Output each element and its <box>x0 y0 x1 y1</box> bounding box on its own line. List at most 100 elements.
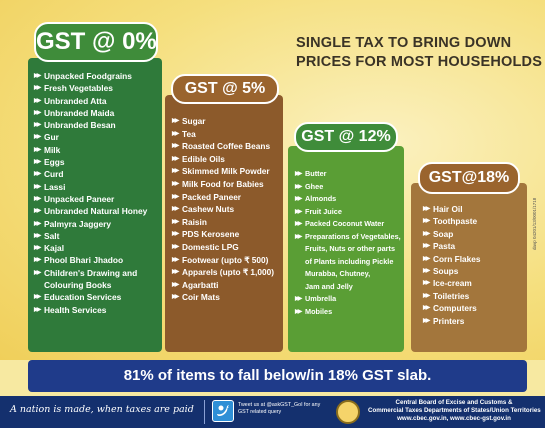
item-label: Butter <box>305 169 327 178</box>
item-label: Fruit Juice <box>305 206 342 216</box>
item-label: Raisin <box>182 216 207 227</box>
slab-0-item: ▶▶ Unpacked Paneer <box>34 193 147 205</box>
bullet-icon: ▶▶ <box>295 196 302 202</box>
slab-2-item: ▶▶ Mobiles <box>295 306 401 319</box>
slab-0-item: ▶▶ Salt <box>34 230 147 242</box>
cbec-emblem-icon <box>336 400 360 424</box>
item-label: Palmyra Jaggery <box>44 218 112 229</box>
bullet-icon: ▶▶ <box>172 206 179 213</box>
slab-0-item: ▶▶ Unbranded Atta <box>34 95 147 107</box>
item-label: Jam and Jelly <box>305 281 353 291</box>
headline-line-1: SINGLE TAX TO BRING DOWN <box>296 35 512 51</box>
item-label: Tea <box>182 128 196 139</box>
slab-3-item: ▶▶ Soap <box>423 228 481 240</box>
slab-0-item: ▶▶ Phool Bhari Jhadoo <box>34 254 147 266</box>
slab-2-label: GST @ 12% <box>294 122 398 152</box>
slab-0-item: ▶▶ Unbranded Natural Honey <box>34 205 147 217</box>
item-label: Unpacked Foodgrains <box>44 71 132 81</box>
slab-2-item: ▶▶Jam and Jelly <box>295 281 401 294</box>
item-label: Almonds <box>305 194 337 203</box>
bullet-icon: ▶▶ <box>295 171 302 177</box>
bullet-icon: ▶▶ <box>423 280 430 287</box>
item-label: Toothpaste <box>433 216 478 227</box>
item-label: Skimmed Milk Powder <box>182 166 270 177</box>
bullet-icon: ▶▶ <box>295 221 302 227</box>
twitter-text[interactable]: Tweet us at @askGST_GoI for any GST rela… <box>238 402 320 416</box>
bullet-icon: ▶▶ <box>172 243 179 250</box>
headline: SINGLE TAX TO BRING DOWN PRICES FOR MOST… <box>296 34 543 72</box>
item-label: of Plants including Pickle <box>305 256 394 266</box>
item-label: Footwear (upto ₹ 500) <box>182 254 269 265</box>
item-label: Eggs <box>44 157 65 168</box>
bullet-icon: ▶▶ <box>34 232 41 239</box>
slab-3-item: ▶▶ Soups <box>423 265 481 277</box>
bullet-icon: ▶▶ <box>34 195 41 202</box>
slab-2-item: ▶▶ Butter <box>295 168 401 181</box>
item-label: PDS Kerosene <box>182 229 240 240</box>
slab-3-item: ▶▶ Toiletries <box>423 290 481 302</box>
bullet-icon: ▶▶ <box>34 208 41 215</box>
twitter-icon[interactable] <box>212 400 234 422</box>
slab-1-item: ▶▶ Milk Food for Babies <box>172 178 274 191</box>
bullet-icon: ▶▶ <box>295 208 302 215</box>
item-label: Pasta <box>433 241 456 252</box>
slab-2-item: ▶▶ Fruit Juice <box>295 206 401 219</box>
item-label: Milk Food for Babies <box>182 178 264 189</box>
item-label: Cashew Nuts <box>182 204 235 215</box>
item-label: Education Services <box>44 292 122 303</box>
slab-1-item: ▶▶ Apparels (upto ₹ 1,000) <box>172 266 274 279</box>
bullet-icon: ▶▶ <box>172 143 179 150</box>
slab-3-list: ▶▶ Hair Oil ▶▶ Toothpaste ▶▶ Soap ▶▶ Pasta ▶▶ Cor… <box>423 203 481 327</box>
slab-1-item: ▶▶ Coir Mats <box>172 291 274 304</box>
slab-0-list: ▶▶ Unpacked Foodgrains ▶▶ Fresh Vegetables ▶… <box>34 70 147 316</box>
org-line-3[interactable]: www.cbec.gov.in, www.cbec-gst.gov.in <box>397 415 511 422</box>
slab-0-item: ▶▶ Curd <box>34 168 147 180</box>
item-label: Coir Mats <box>182 292 220 303</box>
slab-0-item: ▶▶ Fresh Vegetables <box>34 82 147 94</box>
item-label: Curd <box>44 169 64 180</box>
bullet-icon: ▶▶ <box>34 159 41 166</box>
item-label: Edible Oils <box>182 153 225 164</box>
slab-2-item: ▶▶Fruits, Nuts or other parts <box>295 243 401 256</box>
bullet-icon: ▶▶ <box>34 134 41 141</box>
slab-1-item: ▶▶ Agarbatti <box>172 279 274 292</box>
slab-1-item: ▶▶ Tea <box>172 128 274 141</box>
bullet-icon: ▶▶ <box>34 85 41 92</box>
bullet-icon: ▶▶ <box>423 255 430 262</box>
bullet-icon: ▶▶ <box>423 218 430 225</box>
slab-0-item: ▶▶ Milk <box>34 144 147 156</box>
org-credit: Central Board of Excise and Customs & Co… <box>368 399 541 423</box>
slab-3-item: ▶▶ Computers <box>423 302 481 314</box>
slab-2-item: ▶▶ Umbrella <box>295 293 401 306</box>
item-label: Sugar <box>182 116 206 126</box>
item-label: Ghee <box>305 181 324 191</box>
slab-0-item: ▶▶ Unpacked Foodgrains <box>34 70 147 82</box>
slab-1-item: ▶▶ Packed Paneer <box>172 191 274 204</box>
org-line-1: Central Board of Excise and Customs & <box>395 399 513 406</box>
slab-0-item: ▶▶ Kajal <box>34 242 147 254</box>
slab-3-item: ▶▶ Pasta <box>423 240 481 252</box>
bullet-icon: ▶▶ <box>34 109 41 116</box>
item-label: Unpacked Paneer <box>44 193 115 204</box>
item-label: Unbranded Maida <box>44 107 115 118</box>
headline-line-2: PRICES FOR MOST HOUSEHOLDS <box>296 54 543 70</box>
slab-2-item: ▶▶Murabba, Chutney, <box>295 268 401 281</box>
summary-banner: 81% of items to fall below/in 18% GST sl… <box>28 360 527 392</box>
bullet-icon: ▶▶ <box>423 206 430 212</box>
bullet-icon: ▶▶ <box>34 73 41 79</box>
item-label: Packed Coconut Water <box>305 219 385 228</box>
item-label: Umbrella <box>305 294 337 303</box>
item-label: Phool Bhari Jhadoo <box>44 255 124 266</box>
slab-2-panel: ▶▶ Butter ▶▶ Ghee ▶▶ Almonds ▶▶ Fruit Juice ▶▶ Pa… <box>288 146 404 352</box>
bullet-icon: ▶▶ <box>172 218 179 225</box>
slab-2-item: ▶▶ Preparations of Vegetables, <box>295 231 401 244</box>
bullet-icon: ▶▶ <box>34 97 41 104</box>
item-label: Health Services <box>44 304 107 315</box>
slab-0-item: ▶▶ Eggs <box>34 156 147 168</box>
slab-1-panel: ▶▶ Sugar ▶▶ Tea ▶▶ Roasted Coffee Beans ▶▶ Edib… <box>165 95 283 352</box>
bullet-icon: ▶▶ <box>423 292 430 299</box>
slab-3-label: GST@18% <box>418 162 520 194</box>
item-label: Murabba, Chutney, <box>305 269 371 278</box>
item-label: Milk <box>44 144 61 155</box>
bullet-icon: ▶▶ <box>172 193 179 200</box>
